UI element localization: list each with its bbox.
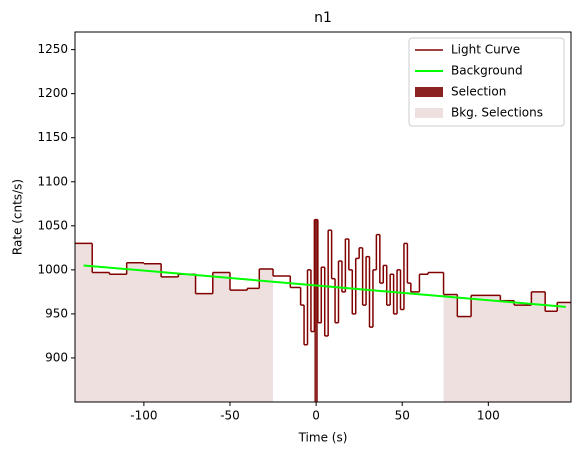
legend-box <box>408 37 565 127</box>
plot-area <box>75 218 571 402</box>
selection <box>314 219 318 402</box>
bkg-selection <box>443 291 571 402</box>
y-tick-label: 1150 <box>37 130 68 144</box>
legend-swatch <box>415 108 443 118</box>
y-tick-label: 1050 <box>37 218 68 232</box>
y-axis-label: Rate (cnts/s) <box>11 179 25 255</box>
legend-label: Selection <box>451 85 506 99</box>
x-tick-label: -100 <box>130 409 157 423</box>
x-tick-label: 100 <box>477 409 500 423</box>
y-tick-label: 1250 <box>37 42 68 56</box>
background-line <box>83 264 566 308</box>
axes-frame <box>74 31 572 403</box>
y-tick-label: 1200 <box>37 86 68 100</box>
y-tick-label: 900 <box>45 350 68 364</box>
y-tick-label: 1100 <box>37 174 68 188</box>
bkg-selection <box>75 243 274 402</box>
y-tick-label: 1000 <box>37 262 68 276</box>
chart-title: n1 <box>314 10 332 26</box>
legend-label: Light Curve <box>451 43 520 57</box>
x-axis-label: Time (s) <box>298 431 348 445</box>
x-tick-label: 0 <box>312 409 320 423</box>
x-tick-label: 50 <box>395 409 410 423</box>
legend-swatch <box>415 87 443 97</box>
legend-label: Bkg. Selections <box>451 106 543 120</box>
y-tick-label: 950 <box>45 306 68 320</box>
legend-label: Background <box>451 64 523 78</box>
x-tick-label: -50 <box>220 409 240 423</box>
